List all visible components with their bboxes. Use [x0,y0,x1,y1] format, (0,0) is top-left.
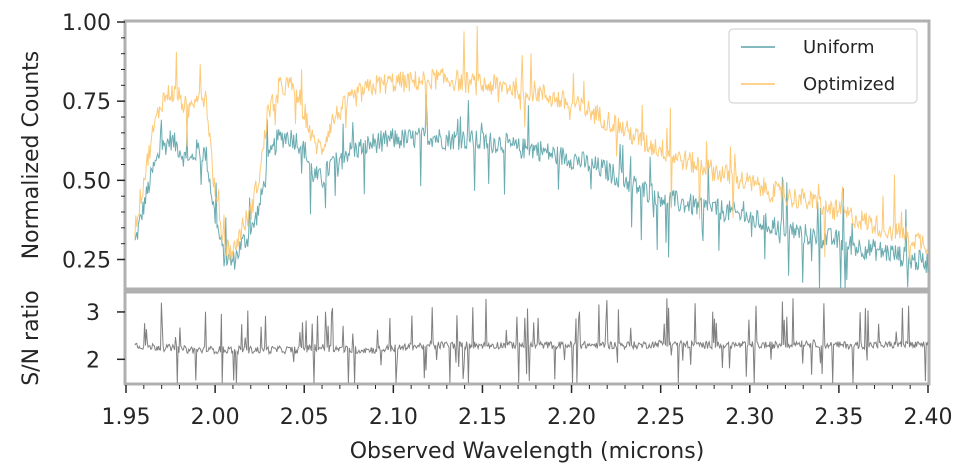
top-series-group [134,25,929,289]
x-axis-title: Observed Wavelength (microns) [350,439,705,464]
legend-label-uniform: Uniform [803,37,875,58]
bottom-series-group [134,298,929,384]
x-tick-label: 2.00 [191,405,240,430]
top-y-axis-title: Normalized Counts [19,51,44,260]
series-line-optimized [134,25,929,264]
y-tick-label: 2 [86,348,100,373]
x-tick-label: 2.40 [904,405,953,430]
x-tick-label: 1.95 [102,405,151,430]
x-tick-label: 2.20 [547,405,596,430]
x-tick-label: 2.30 [725,405,774,430]
x-tick-label: 2.05 [280,405,329,430]
y-tick-label: 0.75 [62,90,111,115]
y-tick-label: 3 [86,301,100,326]
sn-ratio-panel: 23 1.95 2.00 2.05 2.10 2.15 2.20 2.25 2.30 2.35 2… [19,290,952,464]
x-tick-label: 2.35 [814,405,863,430]
series-line-uniform [134,94,929,289]
y-tick-label: 1.00 [62,11,111,36]
series-line-sn-ratio [134,298,929,384]
legend-box [728,28,918,104]
bottom-y-ticks: 23 [86,301,125,373]
normalized-counts-panel: 0.25 0.50 0.75 1.00 Normalized Counts Unifo… [19,11,931,291]
x-tick-label: 2.15 [458,405,507,430]
legend-label-optimized: Optimized [803,74,895,95]
top-y-ticks: 0.25 0.50 0.75 1.00 [62,11,125,274]
x-tick-label: 2.10 [369,405,418,430]
bottom-y-axis-title: S/N ratio [19,290,44,386]
x-ticks: 1.95 2.00 2.05 2.10 2.15 2.20 2.25 2.30 2.35 2.40 [102,385,953,430]
legend: Uniform Optimized [728,28,918,104]
y-tick-label: 0.50 [62,169,111,194]
bottom-plot-frame [123,290,931,386]
x-tick-label: 2.25 [636,405,685,430]
y-tick-label: 0.25 [62,249,111,274]
top-plot-frame [123,19,931,291]
